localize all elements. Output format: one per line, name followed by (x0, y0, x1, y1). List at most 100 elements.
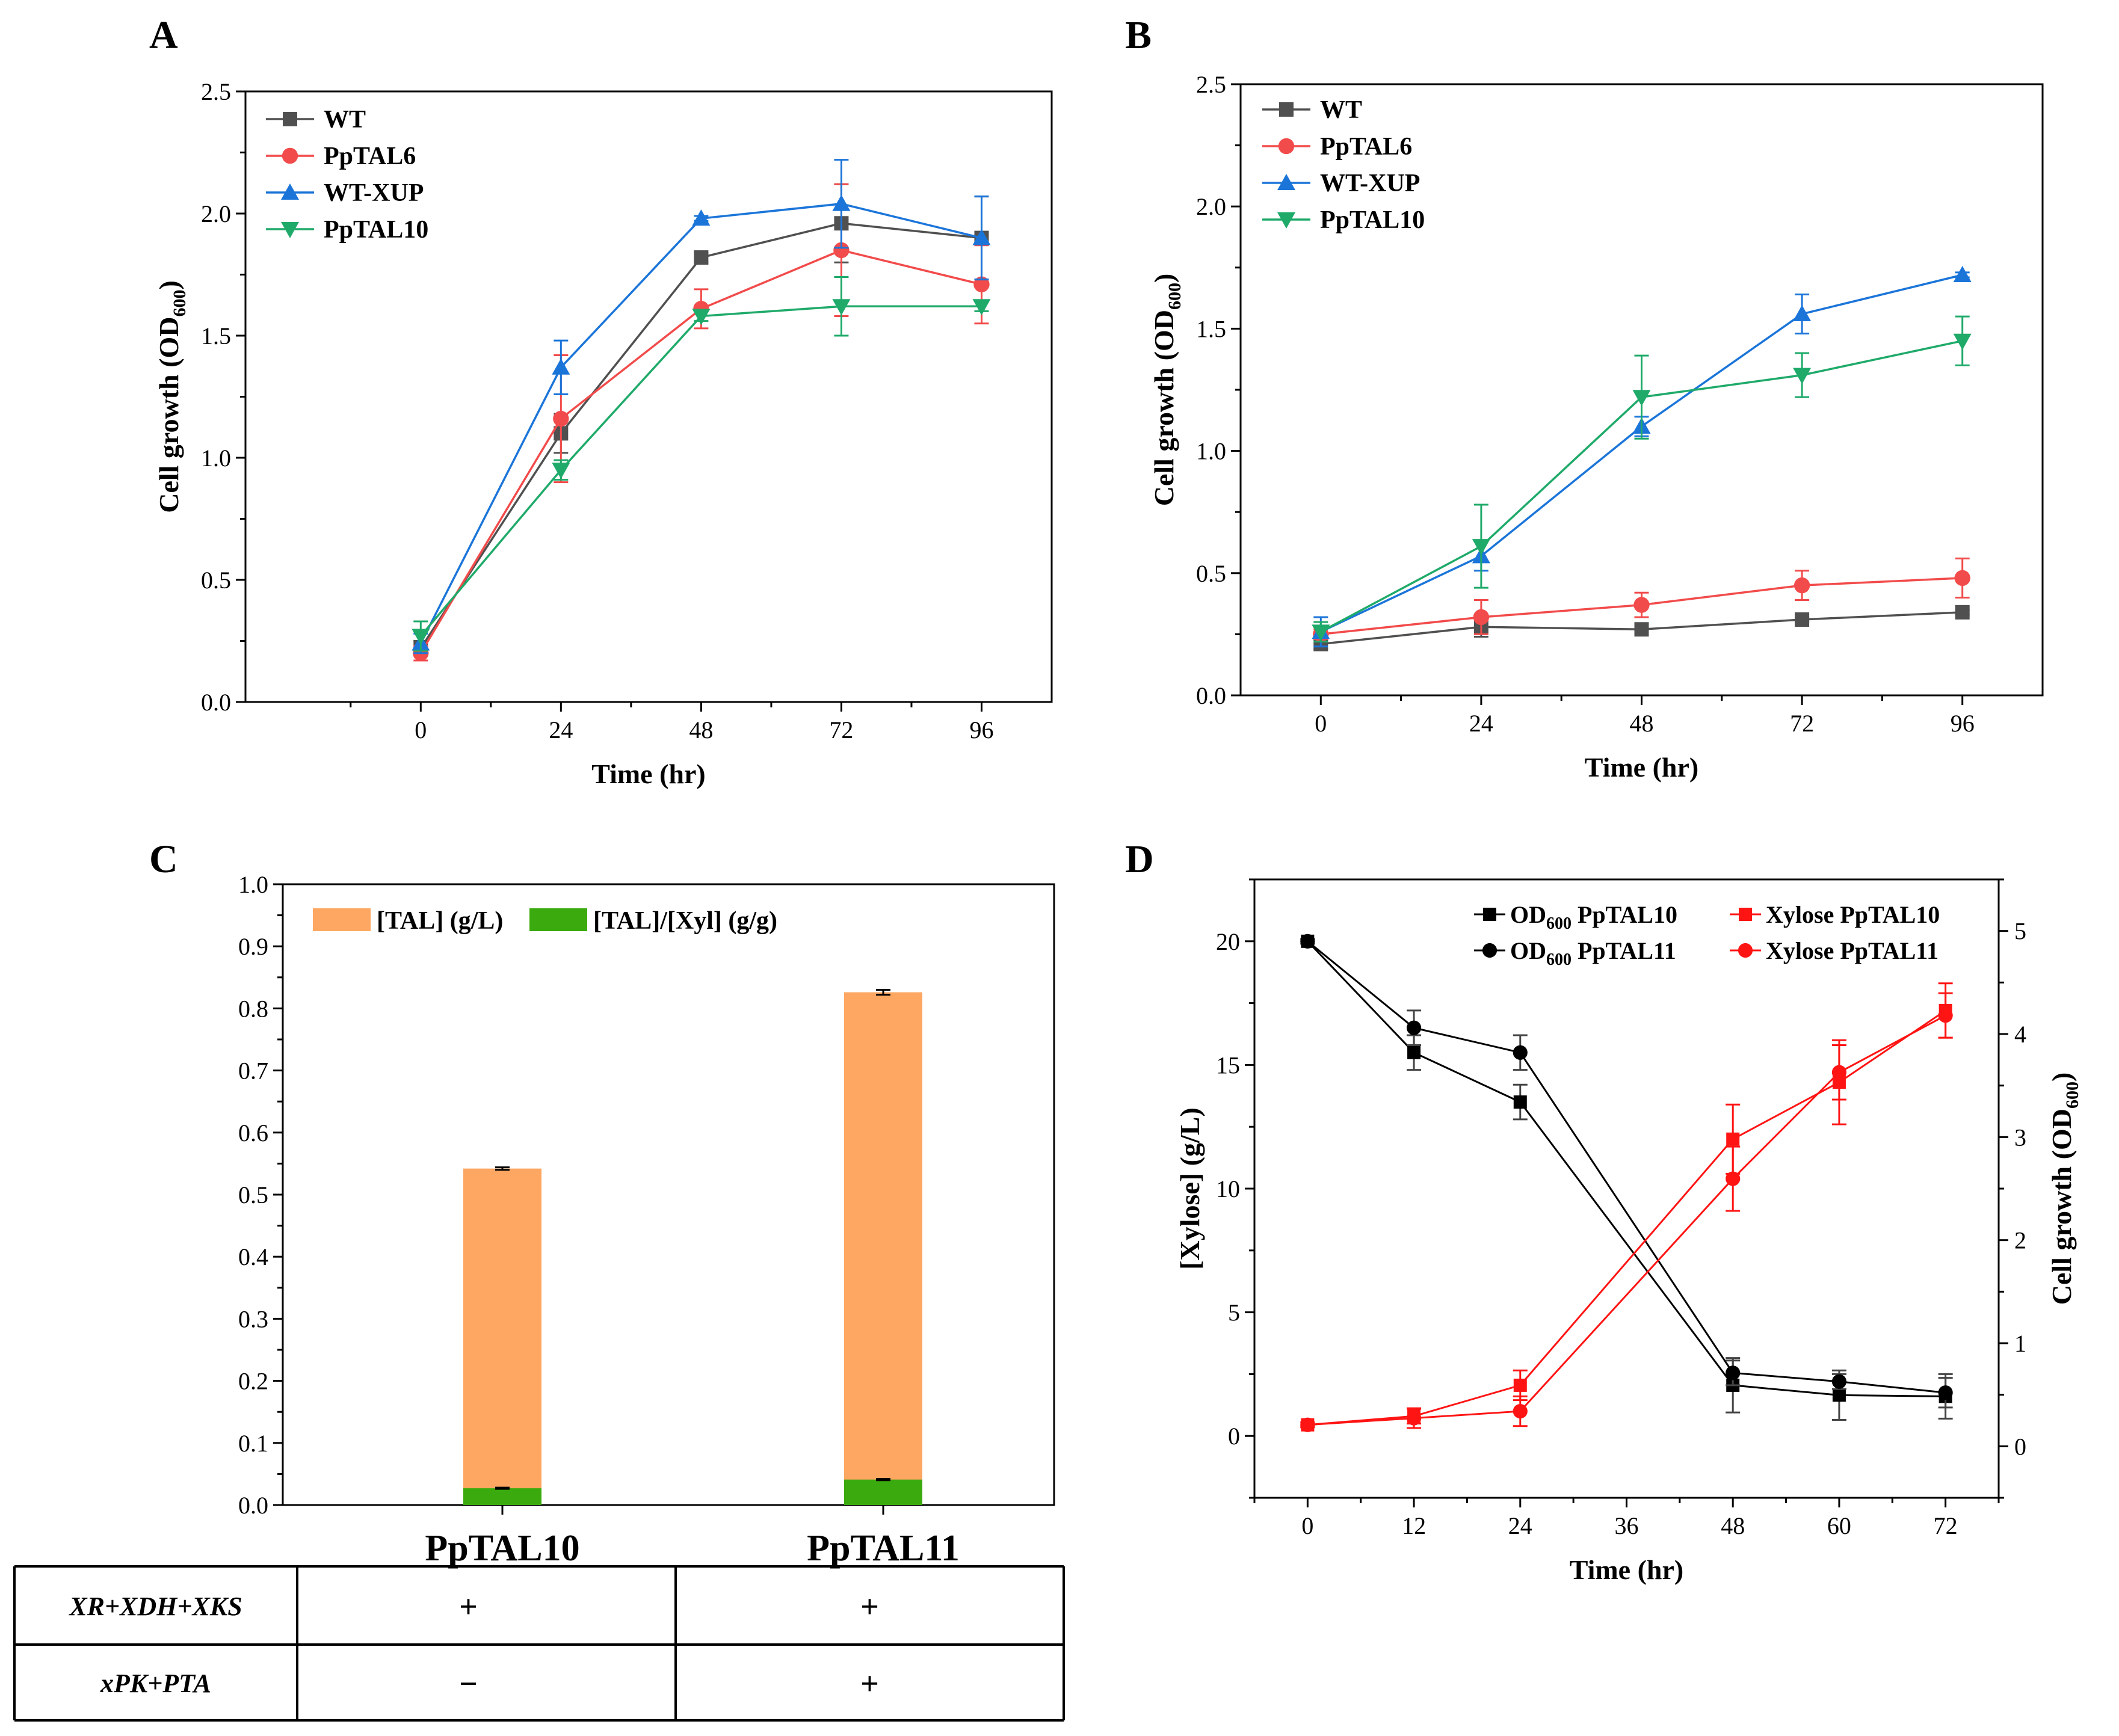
table-cell: + (860, 1589, 879, 1625)
panel-label-c: C (149, 837, 178, 881)
y-tick-label: 0.3 (238, 1305, 268, 1332)
data-point (972, 229, 991, 245)
series-wt-xup (412, 159, 991, 654)
table-cell: + (860, 1666, 879, 1702)
legend-entry: WT (266, 106, 366, 134)
legend-marker (1277, 174, 1295, 190)
x-tick-label: 48 (1630, 710, 1654, 737)
legend-entry: PpTAL10 (1262, 206, 1425, 234)
y-left-tick-label: 10 (1216, 1175, 1240, 1202)
series-line (419, 305, 982, 637)
series-pptal10 (412, 276, 991, 652)
panel-c-chart: 0.0 0.1 0.2 0.3 0.4 0.5 0.6 0.7 0.8 0.9 1.0 PpTAL10… (13, 871, 1065, 1722)
legend-marker (1278, 138, 1295, 155)
x-tick-label: 48 (1721, 1512, 1745, 1539)
y-tick-label: 0.0 (1196, 682, 1226, 709)
y-left-tick-label: 5 (1228, 1299, 1240, 1326)
series-1 (1300, 934, 1953, 1409)
bar-ratio (844, 1479, 922, 1505)
data-point (1938, 1008, 1953, 1023)
series-pptal10 (1312, 315, 1972, 643)
legend-label: WT-XUP (1320, 170, 1420, 197)
y-right-tick-label: 0 (2014, 1433, 2026, 1460)
data-point (1938, 1385, 1953, 1400)
data-point (832, 194, 851, 211)
y-axis-title-sub: 600 (170, 290, 190, 317)
y-axis-title-main: Cell growth (OD (1149, 310, 1179, 506)
y-tick-label: 0.8 (238, 995, 268, 1022)
legend-label: WT (324, 106, 366, 134)
x-tick-label: 96 (1951, 710, 1975, 737)
y-right-axis-title-main: Cell growth (OD (2046, 1109, 2077, 1305)
legend-label-suffix: PpTAL10 (1572, 901, 1677, 928)
x-tick-label: 60 (1827, 1512, 1851, 1539)
error-bar (876, 988, 890, 996)
data-point (1300, 1417, 1315, 1432)
y-tick-label: 2.5 (1196, 71, 1226, 98)
panel-label-b: B (1125, 13, 1152, 57)
data-point (1513, 1095, 1527, 1109)
bar-ratio (463, 1488, 541, 1505)
legend-marker (1279, 102, 1294, 117)
data-point (973, 276, 990, 292)
data-point (692, 209, 711, 226)
data-point (694, 250, 709, 265)
y-tick-label: 2.0 (1196, 193, 1226, 220)
series-line (419, 202, 982, 644)
table-row-label: XR+XDH+XKS (68, 1592, 242, 1621)
error-bar (495, 1166, 510, 1171)
data-point (1312, 624, 1330, 641)
legend-entry: WT (1262, 96, 1362, 124)
legend-entry: OD600 PpTAL11 (1474, 937, 1676, 969)
data-point (1832, 1388, 1846, 1402)
x-tick-label: 72 (1934, 1512, 1958, 1539)
data-point (1633, 597, 1650, 613)
legend-marker (283, 112, 297, 126)
y-tick-label: 0.5 (1196, 560, 1226, 587)
table-row-label: xPK+PTA (100, 1669, 211, 1698)
data-point (1513, 1403, 1528, 1419)
legend-label: Xylose PpTAL11 (1766, 937, 1939, 964)
series-line (419, 222, 982, 649)
series-3 (1300, 992, 1953, 1432)
data-point (1513, 1045, 1528, 1060)
y-axis-title-sub: 600 (1165, 283, 1185, 310)
category-label: PpTAL11 (807, 1528, 960, 1569)
legend-entry: WT-XUP (1262, 170, 1420, 197)
y-tick-label: 1.0 (238, 871, 268, 898)
y-axis-title: Cell growth (OD600) (1149, 274, 1185, 506)
legend-marker (1482, 943, 1497, 958)
table-cell: + (459, 1589, 478, 1625)
legend-marker (281, 183, 299, 200)
data-point (1793, 305, 1812, 322)
data-point (692, 309, 711, 325)
panel-label-a: A (149, 13, 178, 57)
x-tick-label: 24 (1508, 1512, 1532, 1539)
legend-marker (282, 147, 298, 164)
y-tick-label: 0.2 (238, 1368, 268, 1395)
y-right-tick-label: 3 (2014, 1124, 2026, 1151)
data-point (1726, 1171, 1741, 1186)
legend-marker (281, 222, 299, 238)
legend-label: PpTAL6 (324, 143, 416, 170)
y-tick-label: 1.0 (201, 445, 231, 472)
data-point (1726, 1132, 1740, 1146)
data-point (1795, 612, 1810, 627)
data-point (1953, 265, 1972, 282)
x-tick-label: 36 (1615, 1512, 1639, 1539)
y-right-tick-label: 1 (2014, 1330, 2026, 1357)
data-point (1300, 934, 1315, 949)
legend-entry: Xylose PpTAL10 (1730, 901, 1940, 928)
legend-label: Xylose PpTAL10 (1766, 901, 1940, 928)
series-line (1307, 1009, 1946, 1426)
y-tick-label: 2.5 (201, 78, 231, 105)
series-line (1307, 940, 1946, 1397)
x-axis-title: Time (hr) (591, 759, 706, 789)
panel-label-d: D (1125, 837, 1154, 881)
y-left-tick-label: 0 (1228, 1423, 1240, 1450)
data-point (1831, 1374, 1847, 1389)
y-left-tick-label: 15 (1216, 1051, 1240, 1079)
x-tick-label: 72 (829, 716, 853, 743)
x-axis-title: Time (hr) (1585, 752, 1699, 783)
